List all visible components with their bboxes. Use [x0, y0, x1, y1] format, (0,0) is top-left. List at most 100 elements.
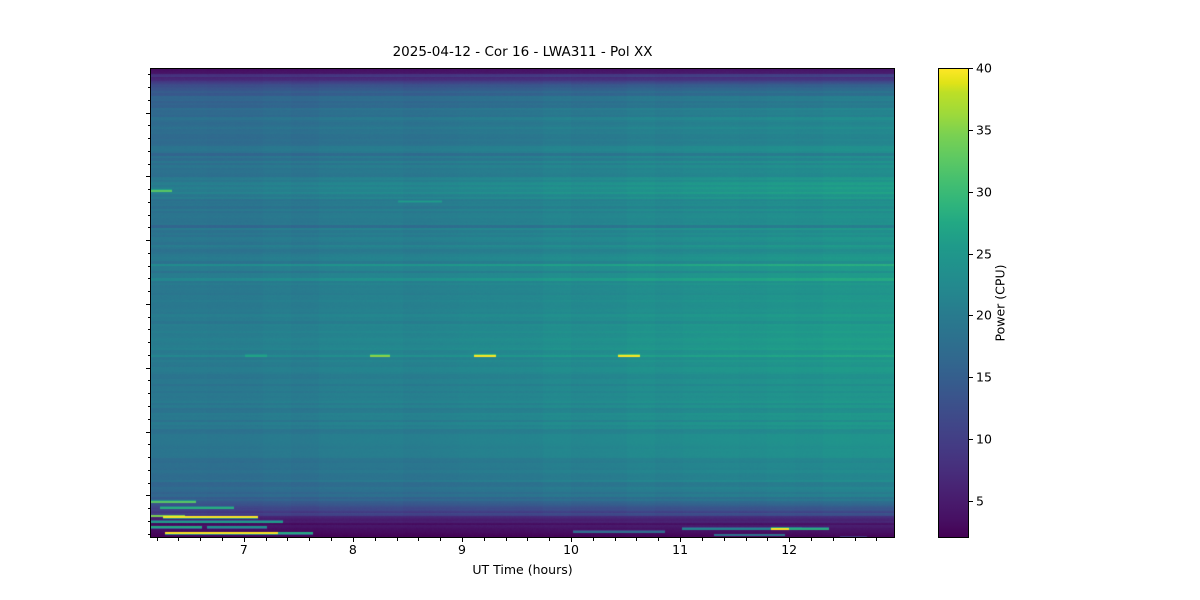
y-minor-tick-mark [147, 138, 150, 140]
colorbar-tick-label: 20 [976, 307, 992, 323]
y-minor-tick-mark [147, 380, 150, 382]
colorbar-tick-label: 10 [976, 431, 992, 447]
x-minor-tick-mark [440, 538, 442, 541]
x-minor-tick-mark [636, 538, 638, 541]
y-tick-mark [146, 367, 150, 369]
colorbar-tick-label: 40 [976, 60, 992, 76]
y-minor-tick-mark [147, 201, 150, 203]
x-tick-label: 7 [239, 542, 248, 557]
y-minor-tick-mark [147, 444, 150, 446]
x-minor-tick-mark [287, 538, 289, 541]
x-minor-tick-mark [723, 538, 725, 541]
x-minor-tick-mark [374, 538, 376, 541]
colorbar-tick-label: 35 [976, 122, 992, 138]
x-minor-tick-mark [832, 538, 834, 541]
x-minor-tick-mark [614, 538, 616, 541]
y-tick-mark [146, 176, 150, 178]
y-minor-tick-mark [147, 189, 150, 191]
y-minor-tick-mark [147, 520, 150, 522]
colorbar-tick-label: 25 [976, 246, 992, 262]
colorbar-tick-label: 5 [976, 493, 984, 509]
colorbar-tick-label: 30 [976, 184, 992, 200]
y-minor-tick-mark [147, 278, 150, 280]
y-tick-mark [146, 495, 150, 497]
chart-title: 2025-04-12 - Cor 16 - LWA311 - Pol XX [392, 44, 653, 60]
y-tick-mark [146, 112, 150, 114]
x-tick-label: 9 [457, 542, 466, 557]
y-minor-tick-mark [147, 163, 150, 165]
y-minor-tick-mark [147, 457, 150, 458]
y-minor-tick-mark [147, 316, 150, 318]
x-minor-tick-mark [701, 538, 703, 541]
x-minor-tick-mark [200, 538, 202, 541]
y-minor-tick-mark [147, 150, 150, 152]
colorbar-tick-label: 15 [976, 369, 992, 385]
x-minor-tick-mark [221, 538, 223, 541]
x-minor-tick-mark [418, 538, 420, 541]
colorbar-tick-mark [969, 253, 973, 255]
y-minor-tick-mark [147, 291, 150, 293]
y-minor-tick-mark [147, 265, 150, 267]
x-minor-tick-mark [156, 538, 158, 541]
x-minor-tick-mark [331, 538, 333, 541]
x-minor-tick-mark [505, 538, 507, 541]
colorbar-tick-mark [969, 129, 973, 131]
colorbar-tick-mark [969, 68, 973, 69]
y-minor-tick-mark [147, 87, 150, 89]
x-tick-label: 12 [781, 542, 798, 557]
x-minor-tick-mark [854, 538, 856, 541]
y-minor-tick-mark [147, 227, 150, 229]
y-tick-mark [146, 240, 150, 242]
y-minor-tick-mark [147, 99, 150, 101]
x-tick-mark [571, 538, 573, 542]
y-minor-tick-mark [147, 482, 150, 484]
y-minor-tick-mark [147, 508, 150, 510]
x-minor-tick-mark [178, 538, 180, 541]
x-tick-label: 11 [672, 542, 689, 557]
colorbar-tick-mark [969, 377, 973, 379]
x-minor-tick-mark [396, 538, 398, 541]
x-tick-mark [461, 538, 463, 542]
y-minor-tick-mark [147, 393, 150, 395]
y-minor-tick-mark [147, 214, 150, 216]
colorbar-tick-mark [969, 315, 973, 317]
y-tick-mark [146, 303, 150, 305]
x-minor-tick-mark [549, 538, 551, 541]
y-minor-tick-mark [147, 342, 150, 344]
x-tick-mark [680, 538, 682, 542]
colorbar[interactable] [938, 68, 969, 538]
x-minor-tick-mark [527, 538, 529, 541]
colorbar-label: Power (CPU) [992, 264, 1008, 342]
x-minor-tick-mark [876, 538, 878, 541]
x-tick-mark [352, 538, 354, 542]
x-minor-tick-mark [811, 538, 812, 541]
y-minor-tick-mark [147, 329, 150, 331]
x-minor-tick-mark [592, 538, 594, 541]
y-minor-tick-mark [147, 469, 150, 471]
x-minor-tick-mark [309, 538, 311, 541]
x-axis-label: UT Time (hours) [472, 562, 573, 577]
x-tick-mark [243, 538, 245, 542]
x-tick-mark [789, 538, 791, 542]
y-minor-tick-mark [147, 418, 150, 420]
y-minor-tick-mark [147, 252, 150, 254]
x-minor-tick-mark [658, 538, 660, 541]
colorbar-tick-mark [969, 500, 973, 502]
dynamic-spectrum-axes[interactable] [150, 68, 895, 538]
x-tick-label: 8 [348, 542, 357, 557]
spectrogram-image [151, 69, 894, 537]
y-minor-tick-mark [147, 354, 150, 356]
y-tick-mark [146, 431, 150, 433]
x-tick-label: 10 [563, 542, 579, 557]
x-minor-tick-mark [265, 538, 267, 541]
y-minor-tick-mark [147, 74, 150, 76]
colorbar-tick-mark [969, 439, 973, 441]
x-minor-tick-mark [767, 538, 769, 541]
y-minor-tick-mark [147, 533, 150, 535]
y-minor-tick-mark [147, 405, 150, 407]
colorbar-tick-mark [969, 191, 973, 193]
x-minor-tick-mark [745, 538, 747, 541]
y-minor-tick-mark [147, 125, 150, 127]
x-minor-tick-mark [483, 538, 485, 541]
